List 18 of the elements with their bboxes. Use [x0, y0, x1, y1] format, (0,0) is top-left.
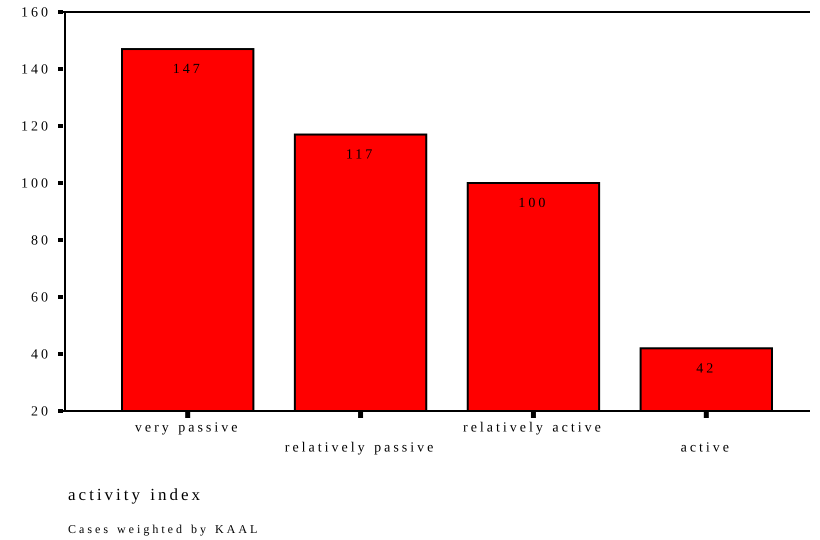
data-label: 147 [172, 62, 203, 78]
data-label: 117 [346, 148, 376, 163]
y-tick-label: 120 [21, 119, 51, 134]
y-tick-label: 140 [21, 62, 51, 78]
x-tick-label: relatively active [463, 420, 604, 436]
y-tick-label: 80 [31, 233, 51, 248]
x-tick-label: very passive [134, 420, 240, 436]
y-tick-label: 40 [31, 347, 51, 362]
y-tick-label: 160 [21, 5, 51, 20]
x-tick-label: active [680, 440, 732, 456]
y-tick-label: 100 [21, 176, 51, 192]
x-tick-label: relatively passive [284, 440, 436, 456]
y-tick-label: 20 [31, 404, 51, 420]
data-label: 42 [696, 361, 716, 376]
data-label: 100 [518, 196, 548, 211]
y-tick-label: 60 [31, 290, 51, 306]
x-axis-title: activity index [68, 485, 204, 504]
text: Cases weighted by KAAL [68, 522, 260, 536]
